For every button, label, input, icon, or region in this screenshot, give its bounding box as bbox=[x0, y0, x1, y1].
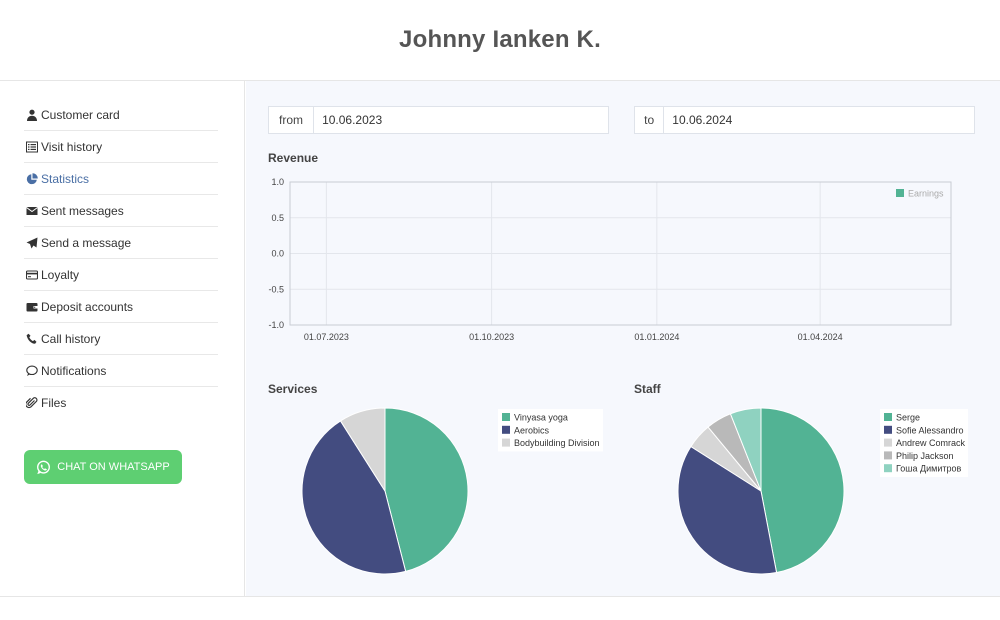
staff-title: Staff bbox=[634, 382, 661, 396]
sidebar-item-label: Visit history bbox=[41, 139, 103, 154]
sidebar-item-label: Statistics bbox=[41, 171, 90, 186]
phone-icon bbox=[24, 332, 40, 346]
date-from-input[interactable] bbox=[314, 107, 608, 133]
sidebar-item-notifications[interactable]: Notifications bbox=[24, 355, 218, 387]
sidebar-item-statistics[interactable]: Statistics bbox=[24, 163, 218, 195]
revenue-y-tick-label: -1.0 bbox=[268, 320, 284, 330]
sidebar-item-customer-card[interactable]: Customer card bbox=[24, 99, 218, 131]
staff-pie-chart: Serge Sofie Alessandro Andrew Comrack Phili… bbox=[677, 407, 968, 575]
date-to-label: to bbox=[635, 107, 665, 133]
date-from-label: from bbox=[269, 107, 315, 133]
user-icon bbox=[24, 108, 40, 122]
staff-legend-label: Andrew Comrack bbox=[896, 438, 966, 448]
staff-legend-box bbox=[880, 409, 968, 477]
card-icon bbox=[24, 268, 40, 282]
sidebar-item-call-history[interactable]: Call history bbox=[24, 323, 218, 355]
paper-plane-icon bbox=[24, 236, 40, 250]
staff-legend-label: Serge bbox=[896, 413, 920, 423]
services-legend-swatch bbox=[502, 425, 510, 434]
sidebar-item-send-message[interactable]: Send a message bbox=[24, 227, 218, 259]
services-legend-label: Bodybuilding Division bbox=[514, 438, 600, 448]
pie-chart-icon bbox=[24, 172, 40, 186]
sidebar-item-label: Customer card bbox=[41, 107, 120, 122]
revenue-y-tick-label: 1.0 bbox=[271, 177, 284, 187]
sidebar-item-label: Sent messages bbox=[41, 203, 124, 218]
services-legend-label: Aerobics bbox=[514, 425, 550, 435]
revenue-x-tick-label: 01.10.2023 bbox=[469, 332, 514, 342]
staff-slice[interactable] bbox=[677, 445, 778, 575]
staff-legend-swatch bbox=[884, 451, 892, 460]
staff-legend-label: Гоша Димитров bbox=[896, 464, 961, 474]
whatsapp-button-label: CHAT ON WHATSAPP bbox=[57, 461, 170, 473]
sidebar-item-label: Send a message bbox=[41, 235, 132, 250]
services-slice[interactable] bbox=[339, 407, 386, 493]
date-to-input[interactable] bbox=[664, 107, 974, 133]
customer-name-title: Johnny Ianken K. bbox=[399, 26, 601, 53]
legend-swatch-earnings bbox=[896, 189, 904, 197]
sidebar-item-files[interactable]: Files bbox=[24, 387, 218, 419]
chat-on-whatsapp-button[interactable]: CHAT ON WHATSAPP bbox=[24, 450, 182, 484]
sidebar-item-sent-messages[interactable]: Sent messages bbox=[24, 195, 218, 227]
sidebar-item-label: Deposit accounts bbox=[41, 299, 134, 314]
services-legend-swatch bbox=[502, 413, 510, 421]
revenue-x-tick-label: 01.01.2024 bbox=[634, 332, 679, 342]
sidebar-item-visit-history[interactable]: Visit history bbox=[24, 131, 218, 163]
page-header: Johnny Ianken K. bbox=[0, 0, 1000, 81]
revenue-y-tick-label: 0.5 bbox=[271, 213, 284, 223]
revenue-x-tick-label: 01.04.2024 bbox=[798, 332, 843, 342]
staff-legend-label: Philip Jackson bbox=[896, 451, 954, 461]
sidebar-menu: Customer card Visit history Statistics S… bbox=[24, 99, 218, 419]
staff-legend-swatch bbox=[884, 413, 892, 421]
staff-slice[interactable] bbox=[760, 407, 845, 574]
revenue-y-tick-label: -0.5 bbox=[268, 284, 284, 294]
revenue-chart: 1.0 0.5 0.0 -0.5 -1.0 01.07.2023 01.10.2023 01… bbox=[268, 177, 952, 342]
date-from-group: from bbox=[268, 106, 609, 134]
date-to-group: to bbox=[634, 106, 975, 134]
staff-legend-label: Sofie Alessandro bbox=[896, 425, 964, 435]
revenue-title: Revenue bbox=[268, 151, 319, 165]
legend-label-earnings: Earnings bbox=[908, 189, 944, 199]
sidebar-item-deposit-accounts[interactable]: Deposit accounts bbox=[24, 291, 218, 323]
sidebar-item-label: Call history bbox=[41, 331, 101, 346]
chat-bubble-icon bbox=[24, 364, 40, 378]
page-footer bbox=[0, 596, 1000, 620]
list-icon bbox=[24, 140, 40, 154]
wallet-icon bbox=[24, 300, 40, 314]
paperclip-icon bbox=[24, 396, 40, 410]
services-legend-label: Vinyasa yoga bbox=[514, 413, 568, 423]
statistics-panel: from to Revenue 1.0 0.5 0.0 -0.5 -1.0 01.07.… bbox=[246, 81, 1000, 596]
staff-legend-swatch bbox=[884, 425, 892, 434]
envelope-icon bbox=[24, 204, 40, 218]
staff-legend-swatch bbox=[884, 438, 892, 447]
sidebar-item-label: Loyalty bbox=[41, 267, 80, 282]
staff-legend-swatch bbox=[884, 464, 892, 473]
services-slice[interactable] bbox=[301, 420, 407, 575]
staff-slice[interactable] bbox=[729, 407, 762, 492]
services-title: Services bbox=[268, 382, 318, 396]
sidebar-item-label: Files bbox=[41, 396, 67, 410]
services-pie-chart: Vinyasa yoga Aerobics Bodybuilding Divisio… bbox=[301, 407, 603, 575]
sidebar-item-loyalty[interactable]: Loyalty bbox=[24, 259, 218, 291]
sidebar-item-label: Notifications bbox=[41, 363, 107, 378]
sidebar: Customer card Visit history Statistics S… bbox=[0, 81, 245, 596]
whatsapp-icon bbox=[36, 460, 51, 475]
revenue-y-tick-label: 0.0 bbox=[271, 249, 284, 259]
services-legend-box bbox=[498, 409, 603, 452]
revenue-x-tick-label: 01.07.2023 bbox=[304, 332, 349, 342]
services-slice[interactable] bbox=[384, 407, 469, 573]
services-legend-swatch bbox=[502, 438, 510, 447]
